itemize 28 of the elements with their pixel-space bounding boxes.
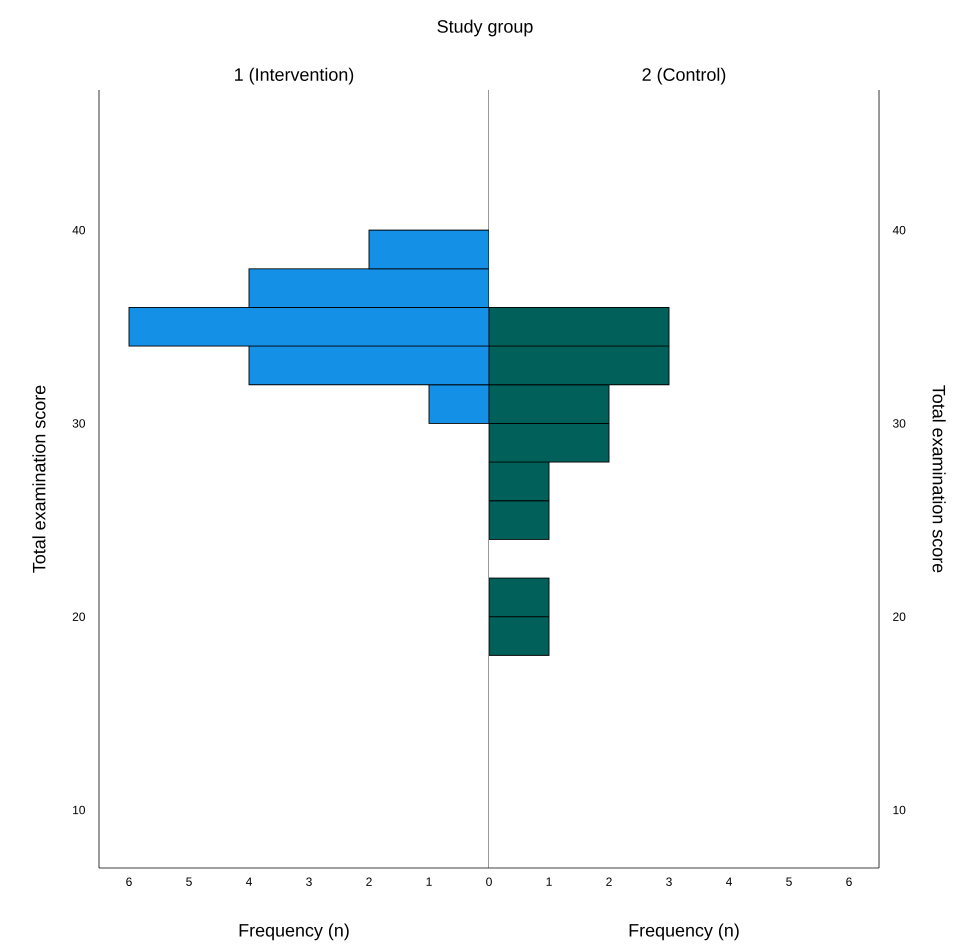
y-tick-label: 20 xyxy=(72,612,86,621)
y-axis-title: Total examination score xyxy=(32,386,46,573)
y-tick-label: 10 xyxy=(73,806,86,814)
x-axis-title: Frequency (n) xyxy=(630,924,739,940)
chart-title: Study group xyxy=(437,20,533,36)
y-tick-label: 40 xyxy=(892,226,906,234)
y-axis-title: Total examination score xyxy=(932,385,946,572)
x-tick-label: 3 xyxy=(666,878,672,886)
x-axis-title: Frequency (n) xyxy=(240,924,349,940)
x-tick-label: 5 xyxy=(186,878,192,886)
y-tick-label: 30 xyxy=(892,419,906,428)
x-tick-label: 4 xyxy=(726,878,732,886)
chart-subtitle: 1 (Intervention) xyxy=(235,68,354,84)
chart-subtitle: 2 (Control) xyxy=(642,68,726,84)
y-tick-label: 40 xyxy=(72,226,86,234)
x-tick-label: 5 xyxy=(786,878,792,886)
x-tick-label: 1 xyxy=(546,878,552,886)
x-tick-label: 3 xyxy=(306,878,312,886)
x-tick-label: 4 xyxy=(246,878,252,886)
x-tick-label: 6 xyxy=(846,878,852,886)
x-tick-label: 6 xyxy=(126,878,132,886)
y-tick-label: 20 xyxy=(893,612,906,621)
y-tick-label: 10 xyxy=(893,806,906,814)
x-tick-label: 1 xyxy=(426,878,432,886)
x-tick-label: 2 xyxy=(606,878,612,886)
y-tick-label: 30 xyxy=(72,419,86,428)
x-tick-label: 2 xyxy=(366,878,372,886)
x-tick-label: 0 xyxy=(486,878,492,886)
